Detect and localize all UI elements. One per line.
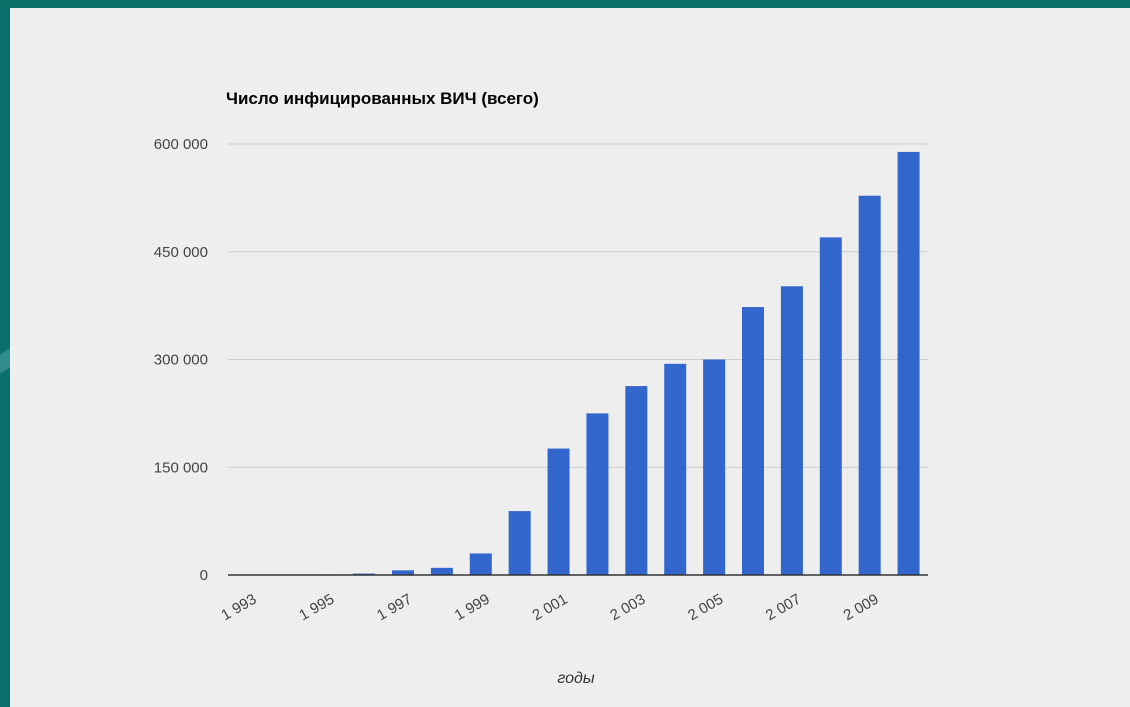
- bar-1997: [392, 570, 414, 575]
- bar-2002: [586, 413, 609, 575]
- gridlines: [228, 143, 928, 468]
- x-tick-label: 2 005: [685, 591, 726, 624]
- y-tick-label: 600 000: [154, 136, 208, 153]
- x-tick-label: 2 009: [841, 591, 882, 624]
- bar-2009: [858, 195, 881, 575]
- x-tick-label: 1 997: [374, 591, 415, 624]
- bar-1998: [430, 567, 453, 575]
- bar-2005: [703, 359, 726, 575]
- x-tick-label: 1 993: [218, 591, 259, 624]
- chart-title: Число инфицированных ВИЧ (всего): [226, 89, 539, 108]
- bar-2001: [547, 448, 570, 575]
- bar-2007: [780, 286, 803, 575]
- y-tick-label: 0: [200, 567, 208, 584]
- x-axis-label: годы: [557, 670, 594, 687]
- bar-2004: [664, 363, 687, 575]
- bar-2008: [819, 237, 842, 575]
- y-axis-ticks: 0 150 000 300 000 450 000 600 000: [154, 136, 208, 584]
- chart-panel: Число инфицированных ВИЧ (всего) 0 150 00…: [10, 8, 1130, 707]
- bar-1999: [469, 553, 492, 575]
- x-axis-ticks: 1 993 1 995 1 997 1 999 2 001 2 003 2 005 2 007…: [218, 591, 881, 624]
- y-tick-label: 450 000: [154, 244, 208, 261]
- bars: [275, 151, 920, 575]
- x-tick-label: 2 001: [530, 591, 571, 624]
- y-tick-label: 150 000: [154, 459, 208, 476]
- x-tick-label: 1 995: [296, 591, 337, 624]
- x-tick-label: 2 003: [607, 591, 648, 624]
- bar-2006: [742, 307, 764, 575]
- x-tick-label: 2 007: [763, 591, 804, 624]
- y-tick-label: 300 000: [154, 352, 208, 369]
- bar-2010: [897, 151, 920, 575]
- bar-2003: [625, 386, 648, 575]
- bar-2000: [508, 511, 531, 575]
- x-tick-label: 1 999: [452, 591, 493, 624]
- bar-chart: Число инфицированных ВИЧ (всего) 0 150 00…: [154, 89, 928, 687]
